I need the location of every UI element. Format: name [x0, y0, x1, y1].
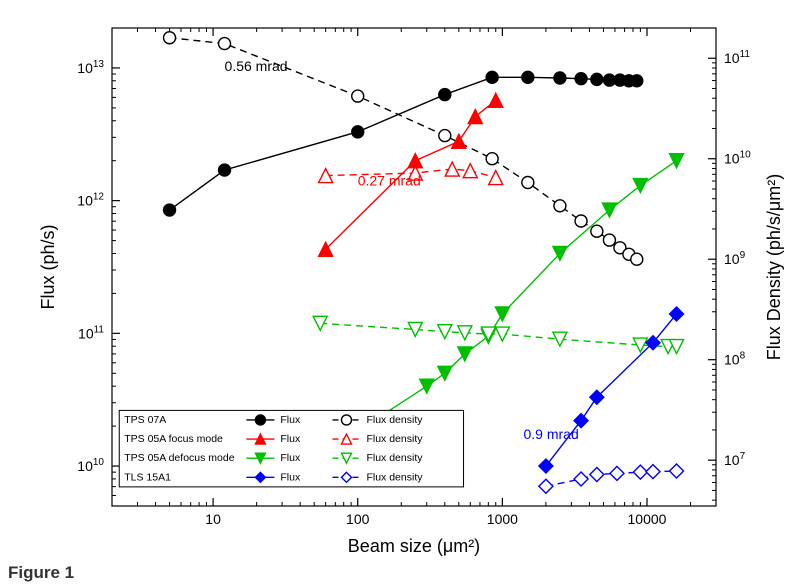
annotation-2: 0.9 mrad: [523, 426, 578, 442]
legend-group: TLS 15A1: [124, 471, 171, 483]
annotation-0: 0.56 mrad: [225, 58, 288, 74]
svg-text:10: 10: [205, 511, 221, 527]
svg-text:Flux density: Flux density: [366, 433, 423, 445]
svg-text:Flux: Flux: [280, 433, 301, 445]
legend-group: TPS 05A focus mode: [124, 433, 223, 445]
svg-text:Flux: Flux: [280, 452, 301, 464]
x-axis-label: Beam size (μm²): [348, 536, 480, 556]
svg-text:100: 100: [346, 511, 370, 527]
svg-text:10000: 10000: [628, 511, 667, 527]
legend-group: TPS 05A defocus mode: [124, 452, 234, 464]
svg-text:Flux density: Flux density: [366, 452, 423, 464]
legend: TPS 07A Flux Flux density TPS 05A focus mod…: [119, 410, 463, 486]
y-right-label: Flux Density (ph/s/μm²): [764, 174, 784, 360]
svg-text:Flux: Flux: [280, 414, 301, 426]
flux-vs-beamsize-chart: 1010010001000010101011101210131071081091…: [0, 0, 794, 587]
annotation-1: 0.27 mrad: [358, 173, 421, 189]
svg-text:Flux density: Flux density: [366, 414, 423, 426]
svg-text:Flux density: Flux density: [366, 471, 423, 483]
legend-group: TPS 07A: [124, 414, 166, 426]
svg-text:1000: 1000: [487, 511, 518, 527]
svg-text:Flux: Flux: [280, 471, 301, 483]
y-left-label: Flux (ph/s): [38, 224, 58, 309]
figure-caption: Figure 1: [8, 563, 74, 582]
